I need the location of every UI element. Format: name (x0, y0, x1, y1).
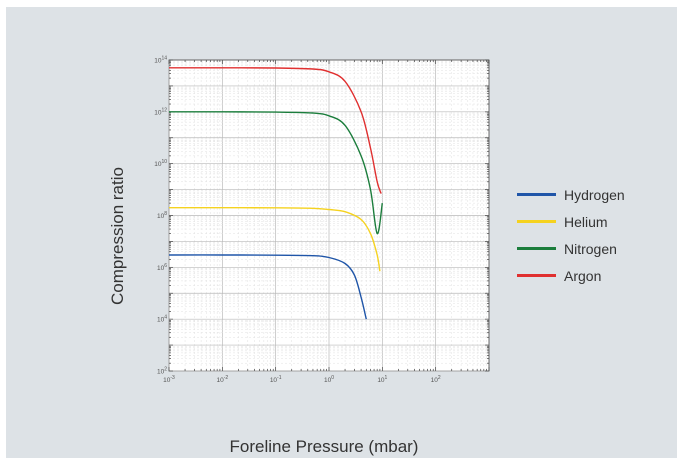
y-tick-label-2: 106 (157, 263, 167, 272)
legend-item-helium: Helium (517, 208, 625, 235)
y-axis-title: Compression ratio (108, 167, 127, 305)
legend-item-nitrogen: Nitrogen (517, 235, 625, 262)
y-tick-label-1: 104 (157, 315, 167, 324)
x-tick-label-3: 100 (324, 375, 334, 384)
series-layer (168, 67, 383, 320)
y-tick-label-6: 1014 (154, 56, 167, 65)
y-tick-label-5: 1012 (154, 107, 167, 116)
legend-label-helium: Helium (564, 213, 608, 230)
tick-labels: 10-3 10-2 10-1 100 101 102 102 104 106 108 1010 101… (154, 56, 441, 385)
x-tick-label-5: 102 (431, 375, 441, 384)
legend-label-hydrogen: Hydrogen (564, 186, 625, 203)
legend-item-argon: Argon (517, 262, 625, 289)
x-tick-label-2: 10-1 (270, 375, 282, 384)
series-line-helium (168, 206, 381, 272)
legend-swatch-helium (517, 220, 556, 223)
ticks (168, 59, 490, 372)
legend-label-nitrogen: Nitrogen (564, 240, 617, 257)
legend-item-hydrogen: Hydrogen (517, 181, 625, 208)
legend: Hydrogen Helium Nitrogen Argon (517, 181, 625, 289)
series-line-nitrogen (169, 111, 383, 235)
legend-label-argon: Argon (564, 267, 602, 284)
x-tick-label-4: 101 (377, 375, 387, 384)
y-tick-label-3: 108 (157, 211, 167, 220)
legend-swatch-hydrogen (517, 193, 556, 196)
y-tick-label-0: 102 (157, 367, 167, 376)
series-line-hydrogen (168, 254, 367, 320)
series-line-argon (169, 67, 382, 194)
legend-swatch-argon (517, 274, 556, 277)
x-tick-label-0: 10-3 (163, 375, 175, 384)
x-axis-title: Foreline Pressure (mbar) (229, 437, 419, 456)
x-tick-label-1: 10-2 (216, 375, 228, 384)
legend-swatch-nitrogen (517, 247, 556, 250)
y-tick-label-4: 1010 (154, 159, 167, 168)
